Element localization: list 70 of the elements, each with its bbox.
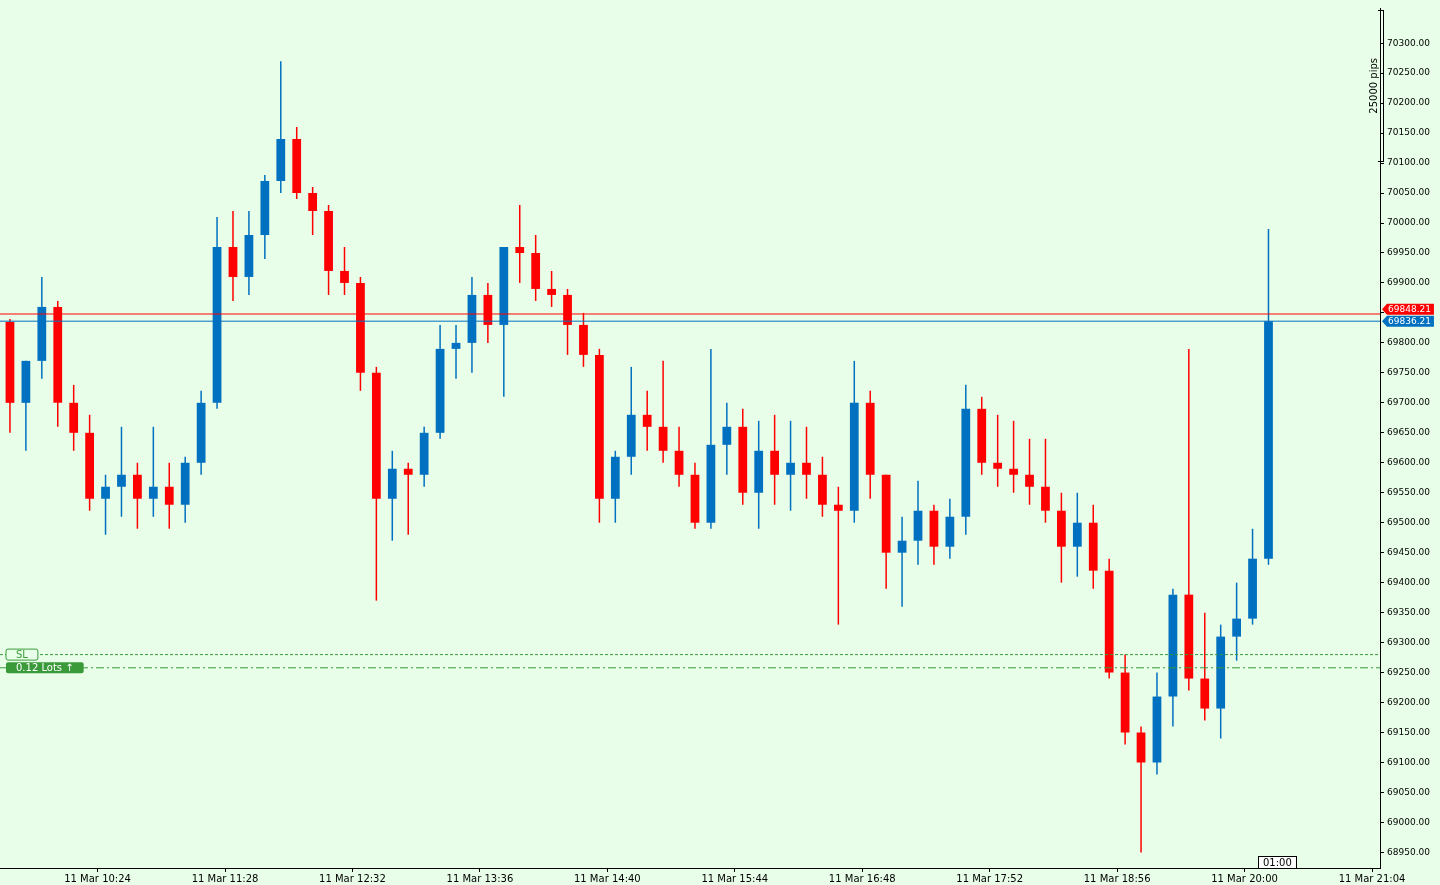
candlestick [340, 246, 349, 296]
candlestick [642, 390, 652, 452]
candlestick [515, 204, 525, 284]
x-tick-label: 11 Mar 13:36 [446, 872, 514, 884]
candlestick [133, 462, 142, 530]
y-tick-label: 69500.00 [1387, 517, 1431, 528]
candlestick [897, 515, 907, 608]
x-tick-label: 11 Mar 15:44 [701, 872, 769, 884]
y-tick-label: 69800.00 [1387, 337, 1431, 348]
candlestick [403, 462, 413, 536]
candlestick [674, 426, 684, 488]
y-tick-label: 69950.00 [1387, 247, 1431, 258]
y-tick-label: 70200.00 [1387, 97, 1431, 108]
candlestick [1025, 438, 1034, 506]
y-tick-label: 70100.00 [1387, 157, 1431, 168]
candlestick [164, 462, 174, 530]
y-tick-label: 70250.00 [1387, 67, 1431, 78]
candlestick [658, 360, 668, 464]
y-tick-label: 69050.00 [1387, 786, 1431, 797]
y-tick-label: 69600.00 [1387, 457, 1431, 468]
x-tick-label: 11 Mar 11:28 [191, 872, 259, 884]
candlestick [148, 426, 158, 518]
y-tick-label: 69000.00 [1387, 816, 1431, 827]
x-tick-label: 11 Mar 21:04 [1338, 872, 1406, 884]
y-tick-label: 69250.00 [1387, 666, 1431, 677]
candlestick [1072, 492, 1082, 578]
x-tick-label: 11 Mar 10:24 [64, 872, 131, 884]
candlestick [308, 186, 318, 236]
x-tick-label: 11 Mar 16:48 [828, 872, 896, 884]
ref-line-label: 69836.21 [1388, 316, 1431, 327]
y-tick-label: 70050.00 [1387, 187, 1431, 198]
y-tick-label: 69150.00 [1387, 726, 1431, 737]
candlestick [833, 486, 843, 626]
candlestick [786, 420, 795, 512]
y-tick-label: 69550.00 [1387, 487, 1431, 498]
candlestick [722, 402, 732, 476]
candlestick [1232, 581, 1241, 662]
y-tick-label: 70000.00 [1387, 217, 1431, 228]
y-tick-label: 69100.00 [1387, 756, 1431, 767]
x-tick-label: 11 Mar 18:56 [1083, 872, 1151, 884]
candlestick [547, 270, 556, 308]
y-tick-label: 69350.00 [1387, 606, 1431, 617]
annotation: 01:00 [1258, 856, 1297, 869]
x-tick-label: 11 Mar 12:32 [319, 872, 386, 884]
y-tick-label: 70150.00 [1387, 127, 1431, 138]
y-tick-label: 69900.00 [1387, 277, 1431, 288]
x-tick-label: 11 Mar 14:40 [573, 872, 641, 884]
x-tick-label: 11 Mar 20:00 [1211, 872, 1278, 884]
ref-line-label: 0.12 Lots ↑ [16, 661, 74, 673]
candlestick [101, 474, 110, 536]
y-tick-label: 69450.00 [1387, 547, 1431, 558]
ref-line-label: 69848.21 [1388, 304, 1431, 315]
candlestick [802, 426, 811, 500]
y-tick-label: 69650.00 [1387, 427, 1431, 438]
y-tick-label: 69400.00 [1387, 577, 1431, 588]
candlestick [993, 414, 1003, 488]
y-tick-label: 69700.00 [1387, 397, 1431, 408]
y-tick-label: 70300.00 [1387, 37, 1431, 48]
candlestick [451, 324, 461, 380]
x-tick-label: 11 Mar 17:52 [956, 872, 1024, 884]
candlestick [1009, 420, 1018, 494]
annotation: 25000 pips [1368, 58, 1379, 114]
ref-line-label: SL [16, 648, 29, 660]
candlestick [117, 426, 126, 518]
candlestick [770, 414, 780, 506]
y-tick-label: 69300.00 [1387, 636, 1431, 647]
y-tick-label: 68950.00 [1387, 846, 1431, 857]
y-tick-label: 69200.00 [1387, 696, 1431, 707]
y-tick-label: 69750.00 [1387, 367, 1431, 378]
candlestick [1041, 438, 1050, 524]
